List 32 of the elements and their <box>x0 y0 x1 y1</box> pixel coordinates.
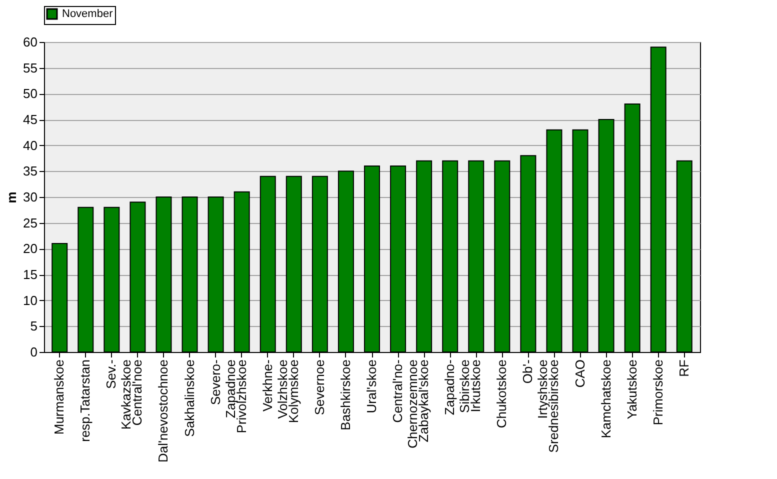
y-tick-label: 40 <box>23 138 38 153</box>
x-tick-label: Dal'nevostochnoe <box>156 360 171 462</box>
x-tick-label: Kamchatskoe <box>598 360 614 438</box>
y-tick-label: 20 <box>23 241 38 256</box>
x-tick-label: Ural'skoe <box>364 360 379 414</box>
y-tick-label: 10 <box>23 292 38 308</box>
y-tick-label: 50 <box>23 86 38 102</box>
y-tick-label: 45 <box>23 112 38 127</box>
y-tick-label: 25 <box>23 215 38 230</box>
x-tick-label: resp.Tatarstan <box>78 360 93 442</box>
y-tick-label: 5 <box>30 318 38 334</box>
x-tick-label: Yakutskoe <box>624 360 640 420</box>
x-tick-label: Irkutskoe <box>468 360 484 412</box>
x-tick-label: Central'noe <box>130 360 145 426</box>
x-tick-label: Severnoe <box>312 360 327 416</box>
legend-label: November <box>62 8 114 20</box>
y-tick-label: 30 <box>23 190 38 204</box>
x-tick-label: Zabaykal'skoe <box>416 360 432 442</box>
y-tick-label: 60 <box>23 34 38 50</box>
y-tick-label: 15 <box>23 267 38 282</box>
x-tick-label: Ob'- Irtyshskoe <box>520 360 550 419</box>
x-tick-label: Primorskoe <box>650 360 666 426</box>
y-tick-label: 0 <box>30 344 38 360</box>
y-axis-title: m <box>4 192 20 204</box>
x-tick-label: Chukotskoe <box>494 360 510 428</box>
y-tick-label: 55 <box>23 60 38 76</box>
x-tick-label: CAO <box>572 360 588 388</box>
y-tick-label: 35 <box>23 164 38 179</box>
x-tick-label: Bashkirskoe <box>338 360 353 430</box>
x-tick-label: RF <box>676 359 692 377</box>
x-tick-label: Sakhalinskoe <box>182 360 197 437</box>
x-tick-label: Murmanskoe <box>52 360 67 435</box>
